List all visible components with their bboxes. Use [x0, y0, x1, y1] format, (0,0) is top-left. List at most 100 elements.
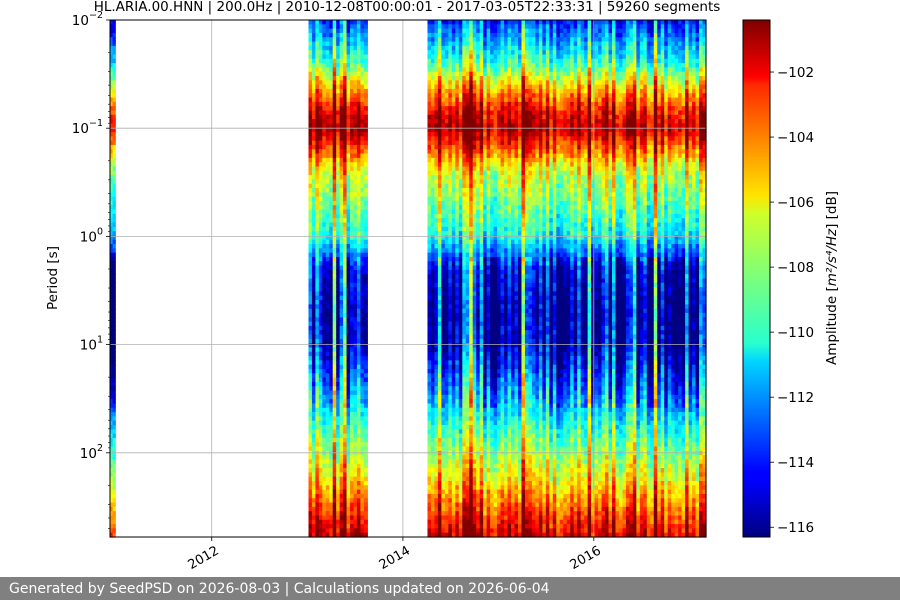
heatmap-cell: [112, 110, 116, 116]
heatmap-cell: [350, 304, 355, 310]
heatmap-cell: [504, 37, 509, 43]
heatmap-cell: [504, 244, 509, 249]
heatmap-cell: [455, 420, 460, 426]
heatmap-cell: [336, 519, 341, 525]
heatmap-cell: [462, 403, 467, 409]
heatmap-cell: [318, 196, 323, 202]
heatmap-cell: [110, 231, 114, 237]
heatmap-cell: [336, 455, 341, 461]
heatmap-cell: [444, 433, 449, 439]
heatmap-cell: [455, 54, 460, 60]
heatmap-cell: [490, 162, 495, 168]
heatmap-cell: [356, 321, 362, 327]
heatmap-cell: [500, 446, 505, 452]
heatmap-cell: [353, 420, 358, 426]
heatmap-cell: [476, 485, 481, 491]
heatmap-cell: [315, 205, 320, 211]
heatmap-cell: [455, 317, 460, 323]
heatmap-cell: [486, 373, 491, 379]
heatmap-cell: [112, 63, 116, 68]
heatmap-cell: [465, 519, 470, 525]
heatmap-cell: [318, 455, 323, 461]
heatmap-cell: [434, 58, 439, 64]
heatmap-cell: [315, 325, 320, 331]
heatmap-cell: [322, 136, 327, 142]
heatmap-cell: [479, 162, 484, 168]
heatmap-cell: [329, 45, 334, 51]
heatmap-cell: [329, 403, 334, 409]
heatmap-cell: [311, 381, 317, 387]
heatmap-cell: [353, 338, 358, 344]
heatmap-cell: [360, 480, 365, 486]
heatmap-cell: [112, 532, 116, 538]
heatmap-cell: [315, 360, 320, 366]
heatmap-cell: [469, 127, 474, 133]
heatmap-cell: [479, 420, 484, 426]
heatmap-cell: [110, 480, 114, 486]
heatmap-cell: [332, 205, 337, 211]
heatmap-cell: [325, 231, 330, 237]
heatmap-cell: [451, 489, 456, 495]
heatmap-cell: [311, 123, 317, 129]
heatmap-cell: [329, 248, 334, 254]
heatmap-cell: [427, 416, 432, 422]
heatmap-cell: [448, 437, 453, 443]
heatmap-cell: [451, 157, 456, 163]
heatmap-cell: [350, 429, 355, 435]
heatmap-cell: [427, 67, 432, 73]
heatmap-cell: [329, 321, 334, 327]
heatmap-cell: [455, 472, 460, 478]
heatmap-cell: [448, 295, 453, 301]
heatmap-cell: [434, 205, 439, 211]
heatmap-cell: [315, 157, 320, 163]
heatmap-cell: [458, 399, 463, 405]
heatmap-cell: [469, 93, 474, 99]
heatmap-cell: [315, 476, 320, 482]
heatmap-cell: [465, 153, 470, 159]
heatmap-cell: [315, 442, 320, 448]
heatmap-cell: [472, 308, 477, 314]
heatmap-cell: [363, 256, 368, 262]
heatmap-cell: [339, 368, 344, 374]
heatmap-cell: [336, 338, 341, 344]
heatmap-cell: [427, 162, 432, 168]
heatmap-cell: [318, 334, 323, 340]
heatmap-cell: [472, 136, 477, 142]
heatmap-cell: [356, 334, 362, 340]
heatmap-cell: [476, 76, 481, 81]
heatmap-cell: [479, 515, 484, 521]
heatmap-cell: [455, 244, 460, 249]
heatmap-cell: [311, 28, 317, 34]
heatmap-cell: [483, 226, 488, 232]
heatmap-cell: [500, 45, 505, 51]
heatmap-cell: [504, 58, 509, 64]
heatmap-cell: [437, 420, 443, 426]
heatmap-cell: [110, 291, 114, 297]
heatmap-cell: [497, 377, 502, 383]
heatmap-cell: [441, 93, 446, 99]
heatmap-cell: [486, 308, 491, 314]
heatmap-cell: [350, 317, 355, 323]
heatmap-cell: [448, 205, 453, 211]
heatmap-cell: [318, 295, 323, 301]
heatmap-cell: [504, 261, 509, 267]
heatmap-cell: [490, 132, 495, 137]
heatmap-cell: [315, 446, 320, 452]
heatmap-cell: [493, 244, 498, 249]
heatmap-cell: [343, 119, 348, 124]
heatmap-cell: [110, 287, 114, 293]
heatmap-cell: [465, 416, 470, 422]
heatmap-cell: [343, 265, 348, 271]
heatmap-cell: [308, 252, 313, 258]
heatmap-cell: [308, 269, 313, 275]
heatmap-cell: [458, 24, 463, 30]
heatmap-cell: [353, 209, 358, 215]
heatmap-cell: [500, 274, 505, 280]
heatmap-cell: [311, 41, 317, 47]
heatmap-cell: [311, 433, 317, 439]
heatmap-cell: [490, 41, 495, 47]
heatmap-cell: [483, 28, 488, 34]
heatmap-cell: [441, 420, 446, 426]
heatmap-cell: [430, 67, 436, 73]
heatmap-cell: [493, 265, 498, 271]
